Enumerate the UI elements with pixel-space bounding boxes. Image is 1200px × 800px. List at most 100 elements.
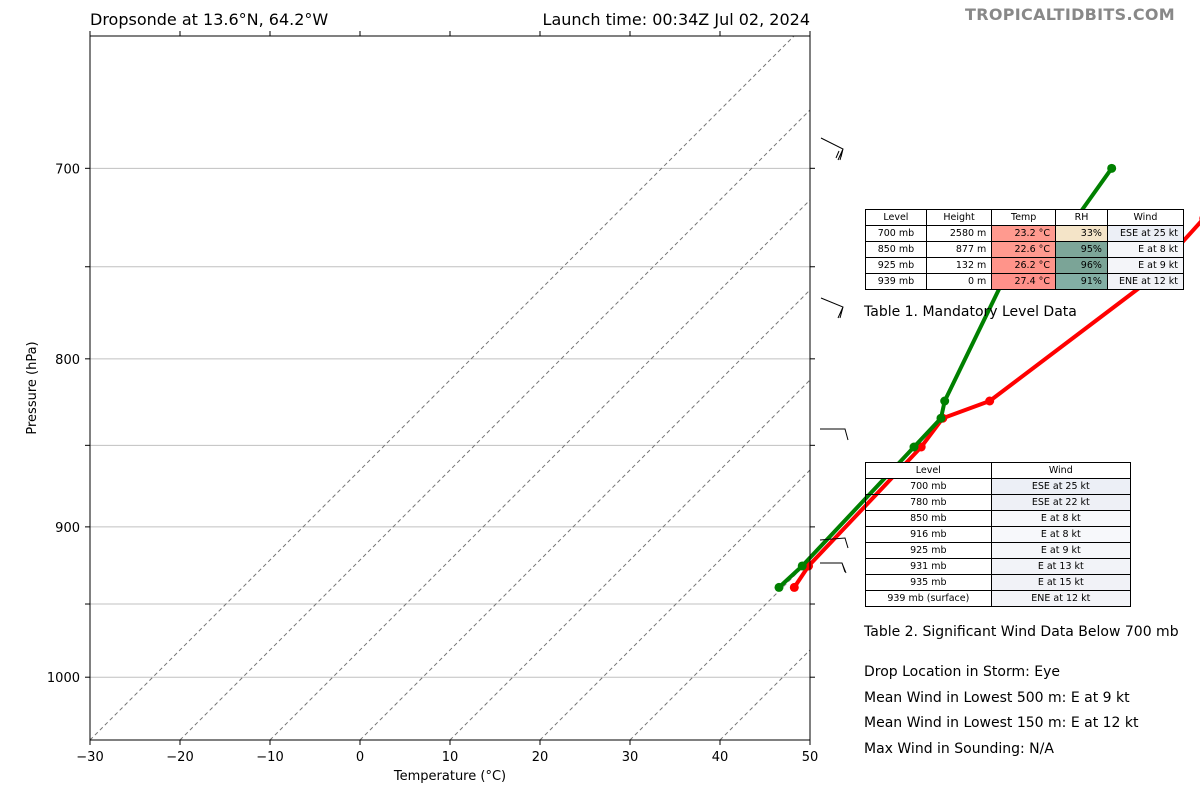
table-header-cell: Temp bbox=[991, 209, 1057, 226]
series-point-1 bbox=[940, 396, 950, 406]
y-tick-label: 1000 bbox=[47, 671, 80, 686]
series-point-1 bbox=[1107, 163, 1117, 173]
rh-cell: 96% bbox=[1055, 257, 1108, 274]
table-header-cell: Wind bbox=[990, 462, 1132, 479]
chart-title-right: Launch time: 00:34Z Jul 02, 2024 bbox=[542, 10, 810, 29]
level-cell: 925 mb bbox=[865, 542, 992, 559]
isotherm-line bbox=[359, 289, 810, 740]
mean-wind-500-text: Mean Wind in Lowest 500 m: E at 9 kt bbox=[864, 690, 1130, 706]
temp-cell: 26.2 °C bbox=[991, 257, 1057, 274]
x-tick-label: 40 bbox=[712, 750, 729, 765]
wind-cell: E at 15 kt bbox=[990, 574, 1132, 591]
level-cell: 780 mb bbox=[865, 494, 992, 511]
y-tick-label: 900 bbox=[55, 521, 80, 536]
wind-cell: E at 8 kt bbox=[990, 526, 1132, 543]
x-tick-label: −20 bbox=[166, 750, 193, 765]
significant-wind-table: Level Wind 700 mb ESE at 25 kt 780 mb ESE at … bbox=[865, 462, 1132, 607]
table-row: 935 mb E at 15 kt bbox=[865, 574, 1132, 591]
x-tick-label: 10 bbox=[442, 750, 459, 765]
table-row: 939 mb (surface) ENE at 12 kt bbox=[865, 590, 1132, 607]
wind-cell: E at 9 kt bbox=[990, 542, 1132, 559]
table-row: 916 mb E at 8 kt bbox=[865, 526, 1132, 543]
wind-cell: ESE at 25 kt bbox=[1106, 225, 1185, 242]
mean-wind-150-text: Mean Wind in Lowest 150 m: E at 12 kt bbox=[864, 715, 1139, 731]
wind-barb bbox=[820, 562, 847, 574]
table-row: 939 mb 0 m 27.4 °C 91% ENE at 12 kt bbox=[865, 273, 1185, 290]
table-row: 700 mb ESE at 25 kt bbox=[865, 478, 1132, 495]
drop-location-text: Drop Location in Storm: Eye bbox=[864, 664, 1061, 680]
table-header-cell: Wind bbox=[1106, 209, 1185, 226]
height-cell: 877 m bbox=[925, 241, 993, 258]
x-axis-label: Temperature (°C) bbox=[393, 769, 506, 784]
temp-cell: 27.4 °C bbox=[991, 273, 1057, 290]
table-header-cell: Level bbox=[865, 462, 992, 479]
x-tick-label: 0 bbox=[356, 750, 364, 765]
table-header-cell: Level bbox=[865, 209, 927, 226]
series-point-0 bbox=[985, 396, 995, 406]
series-line-0 bbox=[792, 219, 1200, 589]
x-tick-label: −30 bbox=[76, 750, 103, 765]
table-row: 931 mb E at 13 kt bbox=[865, 558, 1132, 575]
chart-title-left: Dropsonde at 13.6°N, 64.2°W bbox=[90, 10, 329, 29]
table-row: 850 mb 877 m 22.6 °C 95% E at 8 kt bbox=[865, 241, 1185, 258]
wind-cell: ESE at 22 kt bbox=[990, 494, 1132, 511]
table-row: 925 mb 132 m 26.2 °C 96% E at 9 kt bbox=[865, 257, 1185, 274]
level-cell: 700 mb bbox=[865, 225, 927, 242]
wind-barb bbox=[820, 297, 844, 319]
table-header-row: Level Wind bbox=[865, 462, 1132, 479]
series-point-1 bbox=[909, 442, 919, 452]
isotherm-line bbox=[449, 379, 810, 740]
table-header-cell: RH bbox=[1055, 209, 1108, 226]
wind-cell: ESE at 25 kt bbox=[990, 478, 1132, 495]
level-cell: 935 mb bbox=[865, 574, 992, 591]
temp-cell: 22.6 °C bbox=[991, 241, 1057, 258]
wind-cell: E at 9 kt bbox=[1106, 257, 1185, 274]
wind-cell: E at 13 kt bbox=[990, 558, 1132, 575]
table-row: 925 mb E at 9 kt bbox=[865, 542, 1132, 559]
level-cell: 700 mb bbox=[865, 478, 992, 495]
credit-label: TROPICALTIDBITS.COM bbox=[965, 5, 1175, 24]
rh-cell: 91% bbox=[1055, 273, 1108, 290]
x-tick-label: 30 bbox=[622, 750, 639, 765]
plot-frame bbox=[89, 35, 811, 741]
wind-barb bbox=[820, 137, 844, 161]
max-wind-text: Max Wind in Sounding: N/A bbox=[864, 741, 1054, 757]
wind-cell: E at 8 kt bbox=[1106, 241, 1185, 258]
y-tick-label: 700 bbox=[55, 162, 80, 177]
series-point-1 bbox=[797, 561, 807, 571]
y-axis-label: Pressure (hPa) bbox=[25, 341, 40, 434]
mandatory-level-table: Level Height Temp RH Wind 700 mb 2580 m 23.2 °C… bbox=[865, 209, 1185, 290]
level-cell: 850 mb bbox=[865, 510, 992, 527]
height-cell: 0 m bbox=[925, 273, 993, 290]
table1-caption: Table 1. Mandatory Level Data bbox=[864, 304, 1077, 320]
rh-cell: 33% bbox=[1055, 225, 1108, 242]
table-row: 700 mb 2580 m 23.2 °C 33% ESE at 25 kt bbox=[865, 225, 1185, 242]
table-row: 850 mb E at 8 kt bbox=[865, 510, 1132, 527]
level-cell: 939 mb bbox=[865, 273, 927, 290]
table-row: 780 mb ESE at 22 kt bbox=[865, 494, 1132, 511]
wind-barb bbox=[820, 428, 849, 441]
rh-cell: 95% bbox=[1055, 241, 1108, 258]
wind-cell: E at 8 kt bbox=[990, 510, 1132, 527]
height-cell: 2580 m bbox=[925, 225, 993, 242]
y-tick-label: 800 bbox=[55, 353, 80, 368]
temp-cell: 23.2 °C bbox=[991, 225, 1057, 242]
table-header-row: Level Height Temp RH Wind bbox=[865, 209, 1185, 226]
series-point-0 bbox=[916, 442, 926, 452]
level-cell: 931 mb bbox=[865, 558, 992, 575]
isotherm-line bbox=[179, 109, 810, 740]
table-header-cell: Height bbox=[925, 209, 993, 226]
series-point-0 bbox=[789, 582, 799, 592]
x-tick-label: 50 bbox=[802, 750, 819, 765]
wind-barb bbox=[819, 537, 849, 549]
level-cell: 916 mb bbox=[865, 526, 992, 543]
table2-caption: Table 2. Significant Wind Data Below 700… bbox=[864, 624, 1179, 640]
wind-cell: ENE at 12 kt bbox=[990, 590, 1132, 607]
isotherm-line bbox=[90, 36, 795, 740]
wind-cell: ENE at 12 kt bbox=[1106, 273, 1185, 290]
series-point-1 bbox=[936, 413, 946, 423]
x-tick-label: 20 bbox=[532, 750, 549, 765]
height-cell: 132 m bbox=[925, 257, 993, 274]
level-cell: 850 mb bbox=[865, 241, 927, 258]
